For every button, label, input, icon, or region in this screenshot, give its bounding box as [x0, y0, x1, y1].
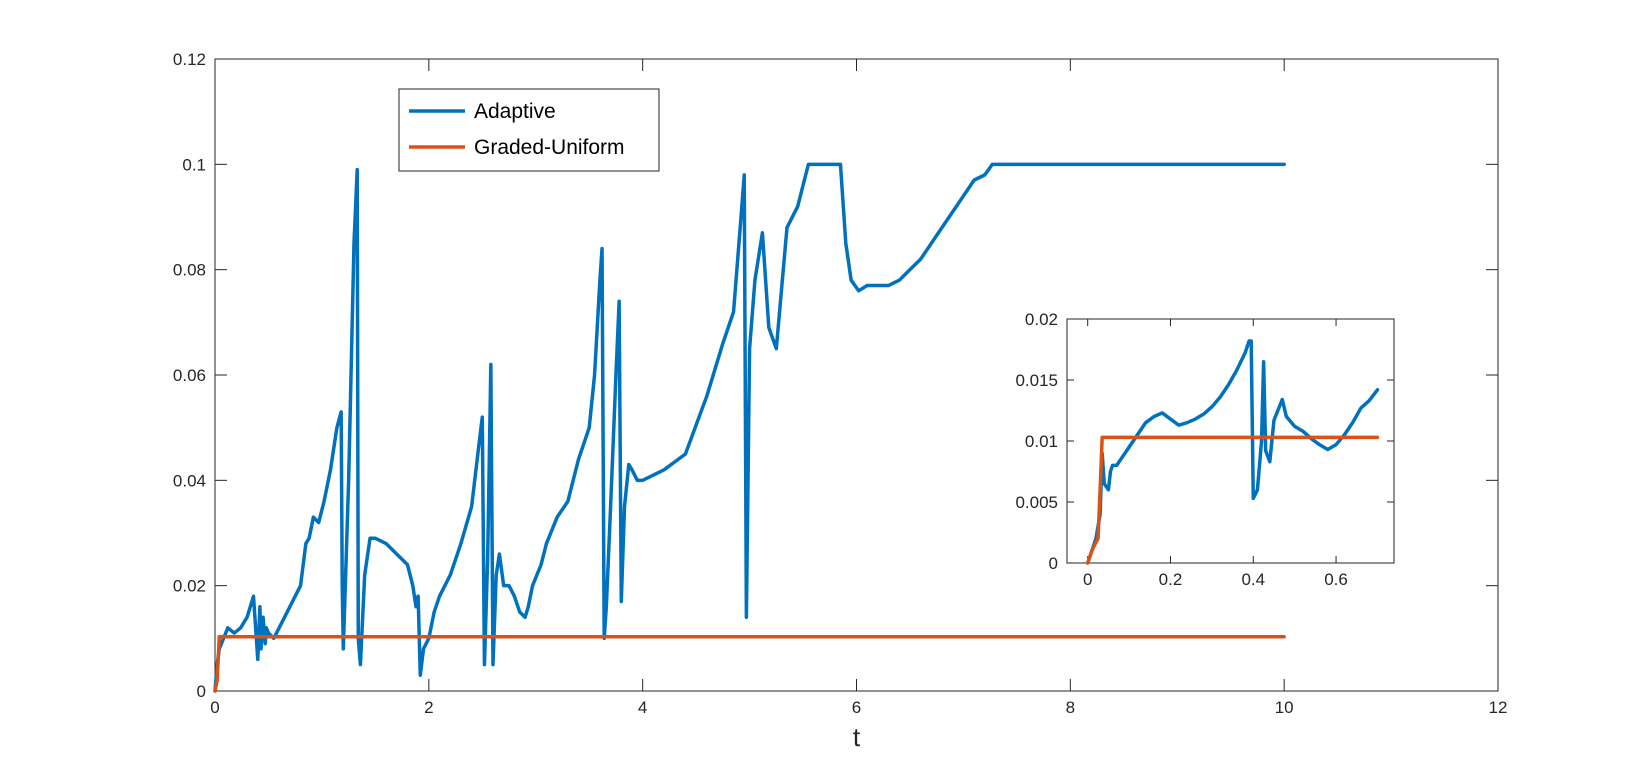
inset-series-line-adaptive — [1085, 339, 1380, 565]
main-x-axis-label: t — [853, 722, 861, 752]
main-ytick-label: 0.08 — [173, 261, 206, 280]
inset-xtick-label: 0.6 — [1324, 570, 1348, 589]
legend-box — [398, 88, 660, 172]
main-xtick-label: 2 — [424, 698, 433, 717]
legend-entry-label: Adaptive — [474, 100, 556, 123]
inset-series-line-graded-uniform — [1085, 435, 1380, 565]
inset-xtick-label: 0 — [1083, 570, 1092, 589]
main-series-line-adaptive — [213, 162, 1286, 693]
inset-ytick-label: 0.02 — [1025, 310, 1058, 329]
inset-ytick-label: 0.015 — [1015, 371, 1058, 390]
main-ytick-label: 0.06 — [173, 366, 206, 385]
main-ytick-label: 0.04 — [173, 471, 206, 490]
legend: Adaptive Graded-Uniform — [398, 88, 660, 172]
inset-ytick-label: 0.01 — [1025, 432, 1058, 451]
main-xtick-label: 6 — [852, 698, 861, 717]
inset-ytick-label: 0 — [1049, 554, 1058, 573]
inset-axes-box — [1066, 318, 1395, 564]
main-ytick-label: 0.02 — [173, 577, 206, 596]
main-xtick-label: 8 — [1066, 698, 1075, 717]
main-xtick-label: 0 — [210, 698, 219, 717]
main-xtick-label: 4 — [638, 698, 647, 717]
main-ytick-label: 0.12 — [173, 50, 206, 69]
inset-xtick-label: 0.4 — [1241, 570, 1265, 589]
main-ytick-label: 0 — [197, 682, 206, 701]
legend-entry-label: Graded-Uniform — [474, 136, 625, 159]
main-xtick-label: 10 — [1275, 698, 1294, 717]
inset-ytick-label: 0.005 — [1015, 493, 1058, 512]
inset-xtick-label: 0.2 — [1159, 570, 1183, 589]
main-xtick-label: 12 — [1489, 698, 1508, 717]
inset-chart: 0 0.2 0.4 0.6 0 0.005 0.01 0.015 0.02 — [1015, 310, 1395, 589]
main-series-line-graded-uniform — [213, 635, 1286, 693]
main-ytick-label: 0.1 — [182, 155, 206, 174]
